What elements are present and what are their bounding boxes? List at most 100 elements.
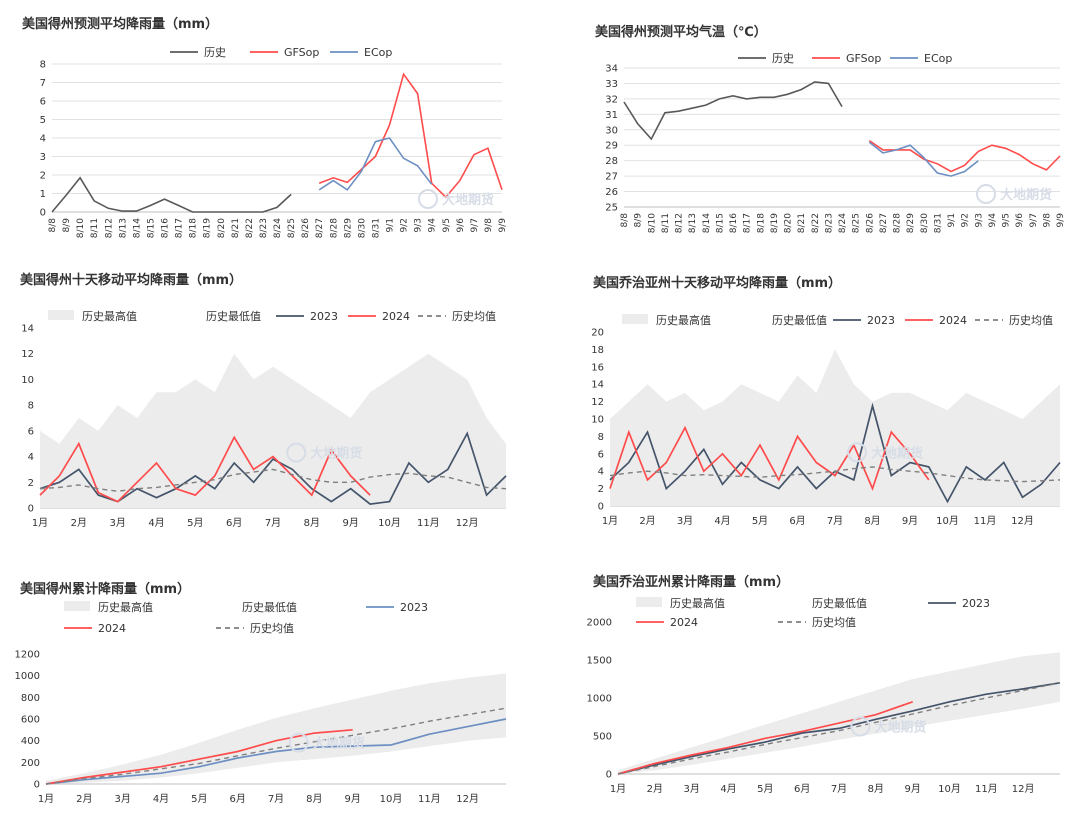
x-tick-label: 5月 <box>191 793 207 805</box>
x-tick-label: 8/10 <box>647 213 657 233</box>
y-tick-label: 29 <box>605 141 618 152</box>
x-tick-label: 3月 <box>114 793 130 805</box>
y-tick-label: 0 <box>28 504 34 515</box>
x-tick-label: 8/11 <box>661 213 671 233</box>
y-tick-label: 7 <box>40 78 46 89</box>
legend-label: 2023 <box>867 314 895 327</box>
x-tick-label: 1月 <box>610 783 626 795</box>
x-tick-label: 9/6 <box>1015 213 1025 228</box>
y-tick-label: 27 <box>605 172 618 183</box>
y-tick-label: 14 <box>21 324 34 335</box>
x-tick-label: 9/4 <box>988 213 998 228</box>
legend-item: 历史均值 <box>216 622 294 635</box>
x-tick-label: 12月 <box>1012 783 1035 795</box>
c3-title: 美国得州十天移动平均降雨量（mm） <box>20 272 242 288</box>
y-tick-label: 12 <box>21 349 34 360</box>
y-tick-label: 34 <box>605 64 618 75</box>
x-tick-label: 8/15 <box>715 213 725 233</box>
x-tick-label: 10月 <box>378 517 401 529</box>
x-tick-label: 9/2 <box>961 213 971 227</box>
x-tick-label: 8/30 <box>357 218 367 238</box>
watermark-text: 大地期货 <box>442 192 494 208</box>
x-tick-label: 8/17 <box>175 218 185 238</box>
legend-label: GFSop <box>284 46 319 59</box>
legend-item: 2024 <box>64 622 126 635</box>
y-tick-label: 1200 <box>15 650 40 661</box>
x-tick-label: 8/15 <box>146 218 156 238</box>
y-tick-label: 20 <box>591 328 604 339</box>
x-tick-label: 8月 <box>304 517 320 529</box>
x-tick-label: 7月 <box>268 793 284 805</box>
legend-label: 历史最高值 <box>82 309 137 323</box>
x-tick-label: 8/12 <box>675 213 685 233</box>
x-tick-label: 8/31 <box>933 213 943 233</box>
x-tick-label: 9/8 <box>484 218 494 233</box>
x-tick-label: 8/11 <box>90 218 100 238</box>
x-tick-label: 12月 <box>456 793 479 805</box>
x-tick-label: 7月 <box>265 517 281 529</box>
x-tick-label: 9/3 <box>974 213 984 227</box>
x-tick-label: 9月 <box>904 783 920 795</box>
x-tick-label: 8/23 <box>824 213 834 233</box>
legend-item: 历史 <box>170 46 226 59</box>
legend-item: ECop <box>330 46 392 59</box>
y-tick-label: 500 <box>593 732 612 743</box>
watermark-logo-icon <box>847 442 867 463</box>
legend-label: 2023 <box>310 310 338 323</box>
c6-series-历史均值 <box>617 682 1061 775</box>
x-tick-label: 11月 <box>417 517 440 529</box>
legend-item: 历史 <box>738 52 794 65</box>
y-tick-label: 0 <box>34 780 40 791</box>
legend-label: 历史 <box>204 46 226 59</box>
legend-label: 2023 <box>400 601 428 614</box>
c6-band-historic-max <box>618 652 1060 774</box>
x-tick-label: 8/23 <box>259 218 269 238</box>
y-tick-label: 8 <box>28 401 34 412</box>
legend-label: 2024 <box>670 616 698 629</box>
legend-item: 2023 <box>833 314 895 327</box>
x-tick-label: 7月 <box>827 515 843 527</box>
x-tick-label: 8/25 <box>287 218 297 238</box>
x-tick-label: 2月 <box>647 783 663 795</box>
x-tick-label: 8/8 <box>48 218 58 233</box>
y-tick-label: 18 <box>591 345 604 356</box>
c4-series-2024 <box>609 425 930 491</box>
y-tick-label: 25 <box>605 203 618 214</box>
x-tick-label: 8/12 <box>104 218 114 238</box>
x-tick-label: 1月 <box>602 515 618 527</box>
x-tick-label: 8/16 <box>161 218 171 238</box>
x-tick-label: 8/22 <box>811 213 821 233</box>
x-tick-label: 9/1 <box>386 218 396 232</box>
x-tick-label: 8/19 <box>203 218 213 238</box>
x-tick-label: 12月 <box>1011 515 1034 527</box>
x-tick-label: 3月 <box>677 515 693 527</box>
x-tick-label: 8/13 <box>688 213 698 233</box>
x-tick-label: 3月 <box>109 517 125 529</box>
y-tick-label: 8 <box>40 60 46 71</box>
x-tick-label: 8/29 <box>343 218 353 238</box>
x-tick-label: 3月 <box>683 783 699 795</box>
x-tick-label: 11月 <box>975 783 998 795</box>
legend-item: 2023 <box>366 601 428 614</box>
legend-item: ECop <box>890 52 952 65</box>
x-tick-label: 8/14 <box>132 218 142 238</box>
c5-series-2023 <box>45 718 507 785</box>
x-tick-label: 9/5 <box>442 218 452 232</box>
y-tick-label: 5 <box>40 115 46 126</box>
legend-swatch <box>64 601 90 611</box>
c5-series-历史均值 <box>45 707 507 785</box>
y-tick-label: 2 <box>28 478 34 489</box>
legend-item: 历史最低值 <box>812 597 867 610</box>
x-tick-label: 8/18 <box>756 213 766 233</box>
x-tick-label: 2月 <box>76 793 92 805</box>
x-tick-label: 9/5 <box>1002 213 1012 227</box>
x-tick-label: 6月 <box>789 515 805 527</box>
x-tick-label: 6月 <box>226 517 242 529</box>
y-tick-label: 6 <box>28 426 34 437</box>
x-tick-label: 1月 <box>38 793 54 805</box>
x-tick-label: 9/8 <box>1042 213 1052 228</box>
legend-swatch <box>622 314 648 324</box>
x-tick-label: 8/29 <box>906 213 916 233</box>
x-tick-label: 9/6 <box>456 218 466 233</box>
